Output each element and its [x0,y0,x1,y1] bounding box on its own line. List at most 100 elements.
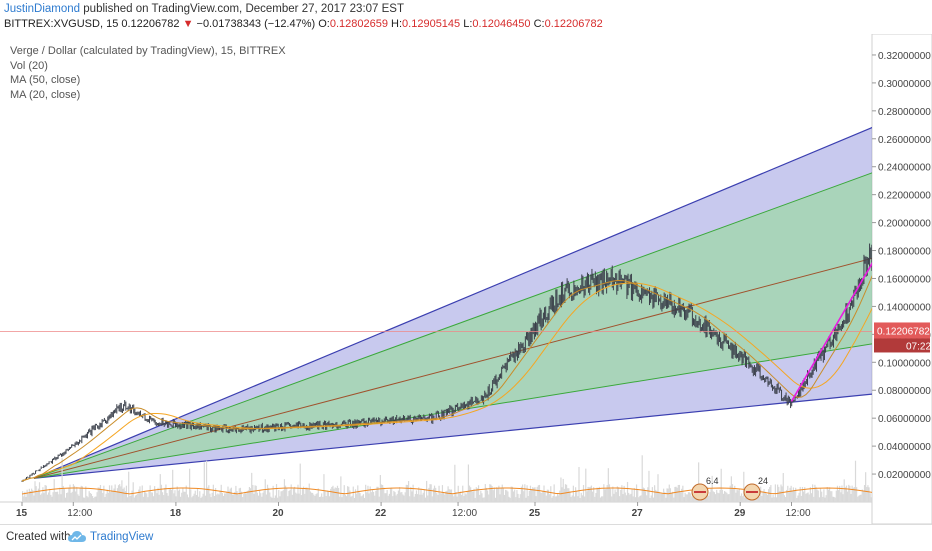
volume-bar [630,494,631,502]
volume-bar [67,492,68,502]
x-tick-label: 27 [632,508,644,519]
volume-bar [598,488,599,502]
volume-bar [635,497,636,502]
volume-bar [577,496,578,502]
volume-bar [216,495,217,502]
volume-bar [689,492,690,502]
volume-bar [684,493,685,502]
y-tick-label: 0.20000000 [878,219,931,230]
open-label: O: [318,18,330,30]
volume-bar [640,495,641,502]
change-value: −0.01738343 (−12.47%) [197,18,316,30]
volume-bar [50,495,51,502]
x-tick-label: 18 [170,508,182,519]
volume-bar [828,490,829,502]
volume-bar [183,492,184,502]
volume-bar [96,492,97,502]
published-text: published on TradingView.com, December 2… [83,3,404,15]
volume-bar [402,494,403,502]
legend-volume: Vol (20) [10,59,286,74]
volume-bar [662,494,663,502]
volume-bar [806,493,807,502]
volume-bar [91,494,92,502]
volume-bar [870,493,871,502]
volume-bar [66,493,67,502]
price-chart[interactable]: 0.020000000.040000000.060000000.08000000… [0,34,932,524]
volume-bar [469,486,470,502]
volume-bar [111,485,112,502]
volume-bar [330,489,331,502]
volume-bar [164,488,165,502]
volume-bar [422,495,423,502]
volume-bar [838,490,839,502]
volume-bar [253,494,254,502]
volume-bar [288,491,289,502]
last-price: 0.12206782 [121,18,179,30]
volume-bar [608,468,609,502]
volume-bar [782,486,783,502]
volume-bar [42,487,43,502]
volume-bar [150,485,151,502]
volume-bar [197,489,198,502]
volume-bar [510,498,511,502]
volume-bar [475,498,476,502]
volume-bar [625,493,626,502]
volume-bar [94,497,95,502]
volume-bar [713,491,714,502]
volume-bar [347,486,348,502]
volume-bar [485,484,486,502]
volume-bar [389,494,390,502]
volume-bar [324,491,325,502]
volume-bar [476,487,477,502]
volume-bar [232,494,233,502]
volume-bar [249,487,250,502]
volume-bar [762,491,763,502]
volume-bar [629,495,630,502]
volume-bar [771,498,772,502]
volume-bar [252,485,253,502]
volume-bar [58,494,59,502]
volume-bar [179,489,180,502]
volume-bar [425,498,426,502]
volume-bar [159,495,160,502]
high-value: 0.12905145 [402,18,460,30]
author-link[interactable]: JustinDiamond [4,3,80,15]
volume-bar [559,491,560,502]
volume-bar [742,496,743,502]
volume-bar [611,496,612,502]
volume-bar [256,486,257,502]
volume-bar [283,490,284,502]
volume-bar [375,491,376,502]
x-tick-label: 29 [734,508,746,519]
volume-bar [415,494,416,502]
volume-bar [125,491,126,502]
volume-bar [76,487,77,502]
volume-bar [715,494,716,502]
volume-bar [741,493,742,502]
volume-bar [552,496,553,502]
volume-bar [827,487,828,502]
volume-bar [796,498,797,502]
volume-bar [596,488,597,502]
volume-bar [120,486,121,502]
volume-bar [122,489,123,502]
volume-bar [718,493,719,502]
volume-bar [523,491,524,502]
volume-bar [284,479,285,502]
volume-bar [578,467,579,502]
volume-bar [367,486,368,502]
volume-bar [182,487,183,502]
volume-bar [815,487,816,502]
volume-bar [836,491,837,502]
volume-bar [567,488,568,502]
volume-bar [725,492,726,502]
volume-bar [537,487,538,502]
volume-bar [141,493,142,502]
volume-bar [390,488,391,502]
volume-bar [168,496,169,502]
volume-bar [449,489,450,502]
volume-bar [814,485,815,502]
volume-bar [613,494,614,502]
tradingview-brand-link[interactable]: TradingView [90,531,153,543]
volume-bar [45,485,46,502]
